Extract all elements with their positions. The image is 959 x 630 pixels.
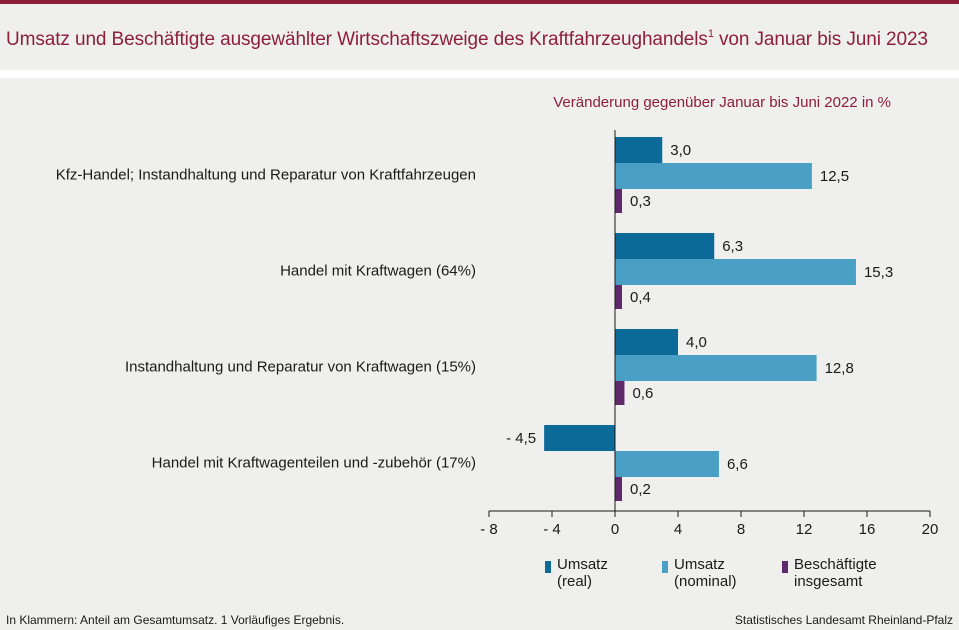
data-label: - 4,5 xyxy=(506,430,536,447)
data-label: 0,4 xyxy=(630,289,651,306)
legend-label: Umsatz (nominal) xyxy=(674,556,737,590)
bar-beschaeftigte xyxy=(615,477,622,501)
x-tick-label: - 8 xyxy=(480,521,498,538)
chart-title-footnote-mark: 1 xyxy=(707,28,714,40)
data-label: 3,0 xyxy=(670,142,691,159)
bar-umsatz-nominal xyxy=(615,355,817,381)
data-label: 4,0 xyxy=(686,334,707,351)
data-label: 15,3 xyxy=(864,264,893,281)
top-accent-rule xyxy=(0,0,959,4)
bar-umsatz-real xyxy=(615,137,663,163)
data-label: 0,3 xyxy=(630,193,651,210)
bar-umsatz-nominal xyxy=(615,259,856,285)
x-tick-label: 8 xyxy=(737,521,745,538)
x-tick-label: 0 xyxy=(611,521,619,538)
bar-beschaeftigte xyxy=(615,189,622,213)
chart-subtitle: Veränderung gegenüber Januar bis Juni 20… xyxy=(553,94,891,111)
bar-umsatz-nominal xyxy=(615,451,719,477)
legend-label: Beschäftigte insgesamt xyxy=(794,556,877,590)
data-label: 12,8 xyxy=(825,360,854,377)
x-tick-label: 20 xyxy=(922,521,939,538)
category-label: Instandhaltung und Reparatur von Kraftwa… xyxy=(124,358,476,376)
legend-swatch xyxy=(545,561,551,573)
data-label: 6,6 xyxy=(727,456,748,473)
bar-umsatz-real xyxy=(544,425,615,451)
chart-title-suffix: von Januar bis Juni 2023 xyxy=(713,29,928,50)
x-tick-label: - 4 xyxy=(543,521,561,538)
legend-swatch xyxy=(782,561,788,573)
chart-title: Umsatz und Beschäftigte ausgewählter Wir… xyxy=(6,28,928,51)
category-label: Kfz-Handel; Instandhaltung und Reparatur… xyxy=(55,166,476,184)
data-label: 6,3 xyxy=(722,238,743,255)
data-label: 0,2 xyxy=(630,481,651,498)
title-separator xyxy=(0,70,959,78)
bar-beschaeftigte xyxy=(615,285,622,309)
bar-umsatz-nominal xyxy=(615,163,812,189)
footnote: In Klammern: Anteil am Gesamtumsatz. 1 V… xyxy=(6,613,345,627)
data-label: 0,6 xyxy=(632,385,653,402)
bar-beschaeftigte xyxy=(615,381,625,405)
source-credit: Statistisches Landesamt Rheinland-Pfalz xyxy=(734,613,953,627)
x-tick-label: 4 xyxy=(674,521,682,538)
title-band: Umsatz und Beschäftigte ausgewählter Wir… xyxy=(0,4,959,70)
legend-label: Umsatz (real) xyxy=(557,556,608,590)
bar-umsatz-real xyxy=(615,233,715,259)
category-label: Handel mit Kraftwagen (64%) xyxy=(280,262,476,280)
bar-umsatz-real xyxy=(615,329,678,355)
chart-title-main: Umsatz und Beschäftigte ausgewählter Wir… xyxy=(6,29,708,50)
category-label: Handel mit Kraftwagenteilen und -zubehör… xyxy=(151,454,476,472)
x-tick-label: 12 xyxy=(796,521,813,538)
legend-swatch xyxy=(662,561,668,573)
x-tick-label: 16 xyxy=(859,521,876,538)
data-label: 12,5 xyxy=(820,168,849,185)
